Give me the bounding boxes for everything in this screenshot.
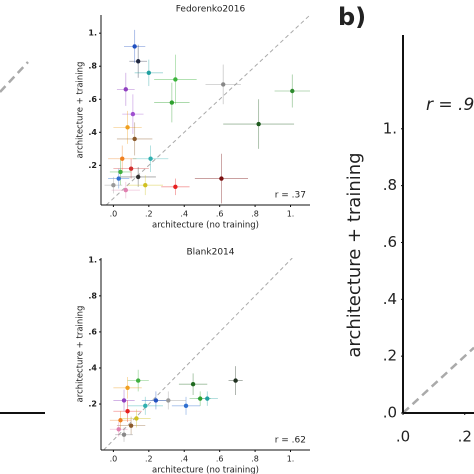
x-axis-label: architecture (no training) xyxy=(152,466,259,474)
point xyxy=(197,396,203,401)
point xyxy=(123,87,128,92)
point xyxy=(132,44,137,49)
x-tick-label: .2 xyxy=(145,210,153,219)
y-tick-label: 1. xyxy=(88,255,97,264)
y-axis-label: architecture + training xyxy=(76,306,86,403)
x-tick-label: .6 xyxy=(216,455,224,464)
point xyxy=(120,156,125,161)
plot-area xyxy=(103,258,293,450)
point xyxy=(190,381,196,387)
point xyxy=(290,88,295,94)
plot-area xyxy=(403,346,474,413)
x-tick-label: .8 xyxy=(251,210,259,219)
x-tick-label: .2 xyxy=(458,428,472,446)
left-diagonal xyxy=(0,61,29,93)
point xyxy=(146,70,152,76)
x-tick-label: .0 xyxy=(396,428,410,446)
y-tick-label: .6 xyxy=(88,327,97,336)
x-tick-label: .8 xyxy=(251,455,259,464)
point xyxy=(135,378,141,383)
point xyxy=(205,396,210,401)
point xyxy=(116,176,121,181)
chart-title: Fedorenko2016 xyxy=(176,5,246,15)
point xyxy=(256,121,261,127)
point xyxy=(125,125,130,130)
x-tick-label: .4 xyxy=(180,455,188,464)
point xyxy=(121,398,127,403)
point xyxy=(125,409,130,414)
point xyxy=(116,427,121,432)
point xyxy=(111,182,116,188)
y-tick-label: .8 xyxy=(383,176,397,194)
y-tick-label: .0 xyxy=(383,404,397,422)
point xyxy=(233,378,238,383)
point xyxy=(219,176,224,181)
y-tick-label: .4 xyxy=(383,290,397,308)
point xyxy=(135,174,141,180)
point xyxy=(148,156,153,161)
point xyxy=(121,432,127,437)
point xyxy=(134,416,139,421)
point xyxy=(169,100,175,105)
x-tick-label: .2 xyxy=(145,455,153,464)
point xyxy=(130,111,136,117)
point xyxy=(221,82,226,87)
point xyxy=(128,423,134,428)
x-tick-label: .4 xyxy=(180,210,188,219)
y-tick-label: .8 xyxy=(88,291,97,300)
annotation: r = .9 xyxy=(426,95,474,115)
point xyxy=(173,184,178,190)
y-tick-label: 1. xyxy=(383,119,397,137)
point xyxy=(118,418,123,423)
y-tick-label: .4 xyxy=(88,363,97,372)
chart-title: Blank2014 xyxy=(186,248,234,258)
identity-line xyxy=(103,258,293,450)
panel-label: b) xyxy=(338,3,366,31)
point xyxy=(118,169,123,175)
point xyxy=(123,187,128,193)
y-tick-label: .2 xyxy=(88,161,97,170)
identity-line xyxy=(105,15,310,205)
point xyxy=(135,59,141,64)
plot-area xyxy=(104,15,310,205)
point xyxy=(143,182,148,188)
point xyxy=(125,385,130,391)
y-tick-label: .6 xyxy=(383,233,397,251)
x-tick-label: .0 xyxy=(110,455,118,464)
y-tick-label: .8 xyxy=(88,62,97,71)
point xyxy=(173,77,178,82)
y-tick-label: .6 xyxy=(88,95,97,104)
point xyxy=(143,403,148,409)
point xyxy=(166,398,171,403)
annotation: r = .37 xyxy=(275,191,306,201)
point xyxy=(132,136,137,142)
y-tick-label: .4 xyxy=(88,128,97,137)
x-tick-label: .0 xyxy=(110,210,118,219)
point xyxy=(128,166,134,171)
x-tick-label: 1. xyxy=(287,210,295,219)
y-axis-label: architecture + training xyxy=(344,152,365,357)
annotation: r = .62 xyxy=(275,436,306,446)
x-tick-label: 1. xyxy=(287,455,295,464)
y-axis-label: architecture + training xyxy=(76,62,86,159)
y-tick-label: 1. xyxy=(88,29,97,38)
identity-line xyxy=(403,346,474,413)
point xyxy=(183,403,189,409)
point xyxy=(153,398,159,403)
y-tick-label: .2 xyxy=(88,400,97,409)
x-axis-label: architecture (no training) xyxy=(152,221,259,231)
y-tick-label: .2 xyxy=(383,347,397,365)
x-tick-label: .6 xyxy=(216,210,224,219)
